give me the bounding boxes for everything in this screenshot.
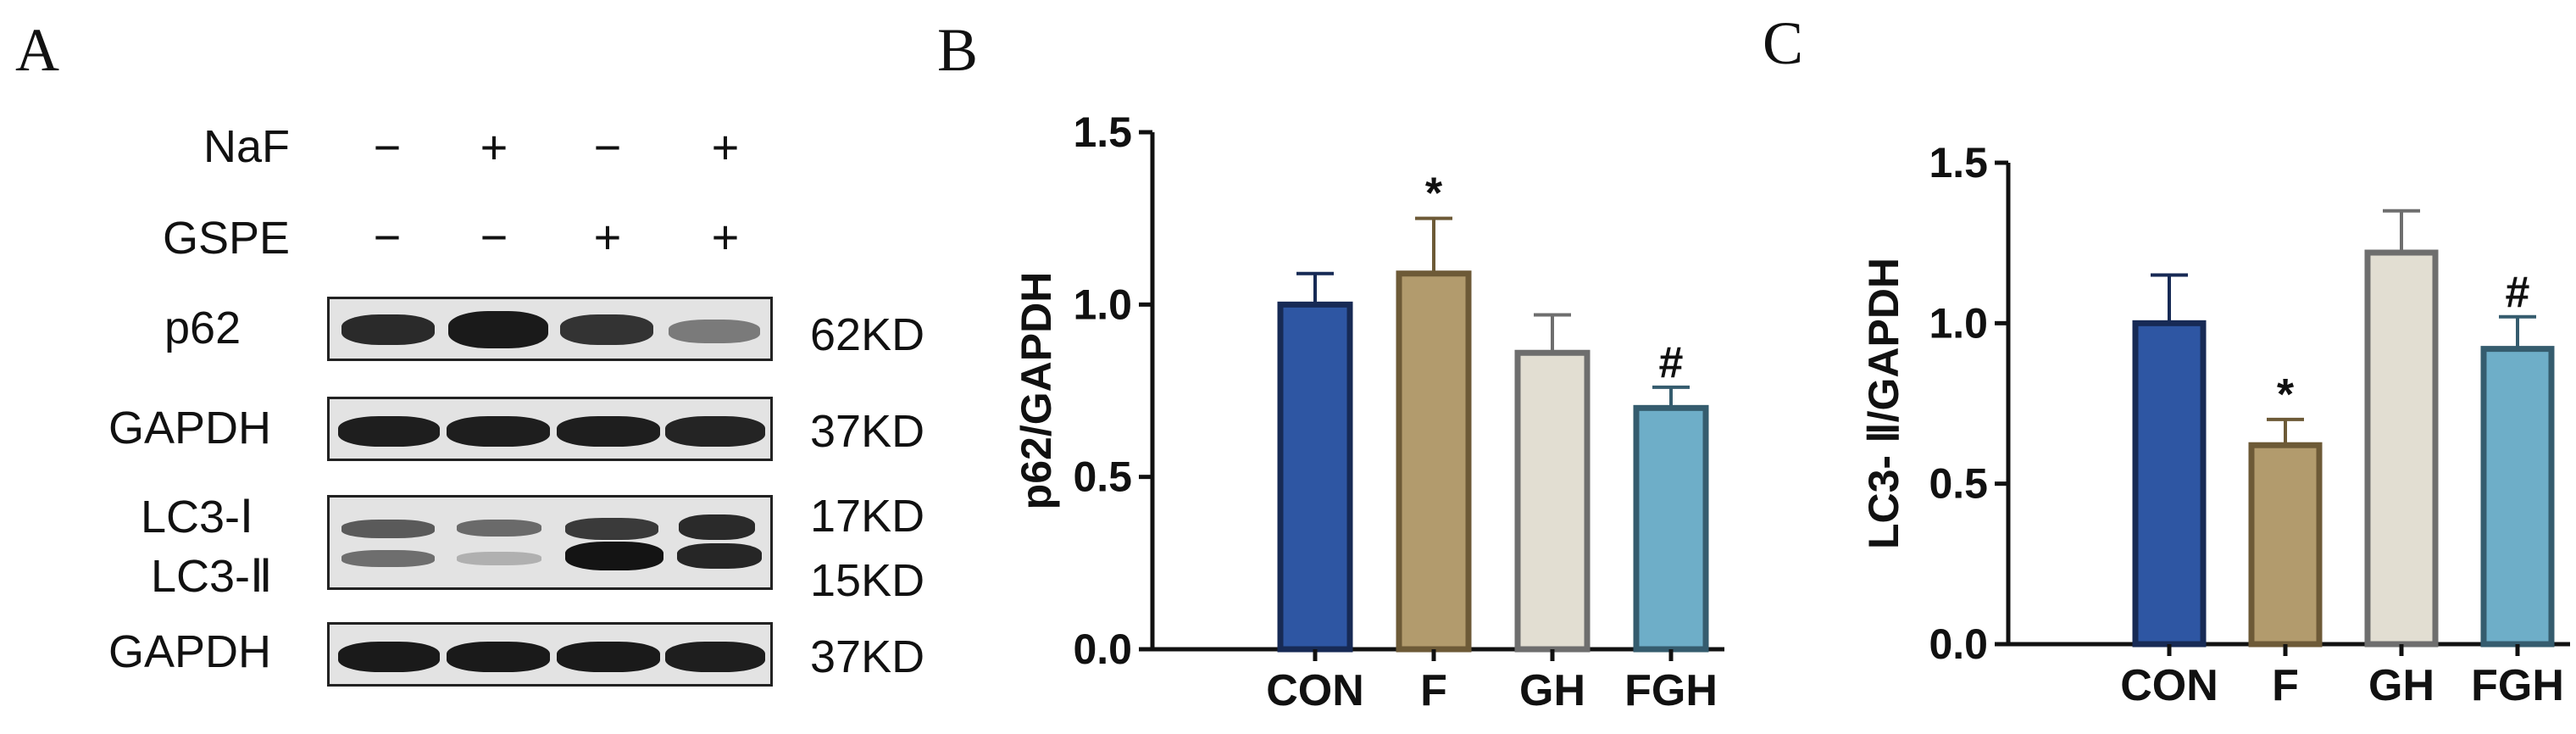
row-label-gapdh-1: GAPDH <box>108 403 272 453</box>
significance-marker: * <box>2277 370 2295 420</box>
row-label-p62: p62 <box>164 303 242 353</box>
panel-letter-a: A <box>15 16 59 84</box>
y-tick-label: 0.5 <box>1929 460 1988 508</box>
kd-gapdh-1: 37KD <box>810 406 925 457</box>
y-tick-label: 1.5 <box>1073 108 1132 156</box>
row-label-lc3-i: LC3-Ⅰ <box>141 492 253 542</box>
x-tick-label: CON <box>1266 666 1364 715</box>
x-tick-label: FGH <box>2471 661 2564 710</box>
chart-p62: 0.0 0.5 1.0 1.5 p62/GAPDH CON F * GH FGH # <box>1013 108 1724 715</box>
y-tick-label: 1.5 <box>1929 139 1988 186</box>
naf-sign-lane2: + <box>480 120 508 174</box>
kd-lc3-i: 17KD <box>810 491 925 542</box>
naf-sign-lane4: + <box>711 120 740 174</box>
blot-lc3 <box>327 495 773 590</box>
bar-gh <box>2364 249 2439 648</box>
chart-lc3: 0.0 0.5 1.0 1.5 LC3- Ⅱ/GAPDH CON F * GH FGH # <box>1860 139 2570 710</box>
gspe-sign-lane4: + <box>711 210 740 264</box>
x-tick-label: CON <box>2120 661 2218 710</box>
bar-fgh <box>2480 346 2555 648</box>
row-label-lc3-ii: LC3-Ⅱ <box>151 551 273 602</box>
gspe-sign-lane2: − <box>480 210 508 264</box>
y-tick-label: 1.0 <box>1073 281 1132 328</box>
y-tick-label: 1.0 <box>1929 299 1988 347</box>
panel-letter-c: C <box>1763 9 1804 77</box>
y-axis-label: LC3- Ⅱ/GAPDH <box>1860 258 1907 549</box>
bar-f <box>2248 442 2323 648</box>
panel-letter-b: B <box>937 16 979 84</box>
gspe-sign-lane1: − <box>373 210 402 264</box>
blot-p62 <box>327 297 773 361</box>
naf-sign-lane3: − <box>593 120 622 174</box>
blot-gapdh-2 <box>327 622 773 687</box>
bar-con <box>2132 320 2207 648</box>
condition-label-naf: NaF <box>203 121 291 172</box>
y-axis-label: p62/GAPDH <box>1013 272 1060 510</box>
bar-fgh <box>1633 404 1709 653</box>
x-tick-label: F <box>1420 666 1447 715</box>
significance-marker: # <box>1659 338 1684 387</box>
x-tick-label: GH <box>1519 666 1585 715</box>
naf-sign-lane1: − <box>373 120 402 174</box>
bar-gh <box>1514 349 1591 653</box>
kd-gapdh-2: 37KD <box>810 631 925 682</box>
x-tick-label: FGH <box>1624 666 1718 715</box>
y-tick-label: 0.0 <box>1073 626 1132 673</box>
x-tick-label: GH <box>2368 661 2434 710</box>
row-label-gapdh-2: GAPDH <box>108 626 272 677</box>
y-tick-label: 0.0 <box>1929 620 1988 668</box>
kd-lc3-ii: 15KD <box>810 555 925 606</box>
western-blot-panel: NaF − + − + GSPE − − + + p62 62KD GAPDH … <box>0 0 991 734</box>
significance-marker: * <box>1425 170 1443 219</box>
blot-gapdh-1 <box>327 397 773 461</box>
condition-label-gspe: GSPE <box>163 213 291 264</box>
significance-marker: # <box>2506 268 2530 317</box>
x-tick-label: F <box>2272 661 2299 710</box>
bar-con <box>1277 301 1353 653</box>
kd-p62: 62KD <box>810 309 925 360</box>
bar-f <box>1396 270 1472 653</box>
gspe-sign-lane3: + <box>593 210 622 264</box>
y-tick-label: 0.5 <box>1073 453 1132 501</box>
